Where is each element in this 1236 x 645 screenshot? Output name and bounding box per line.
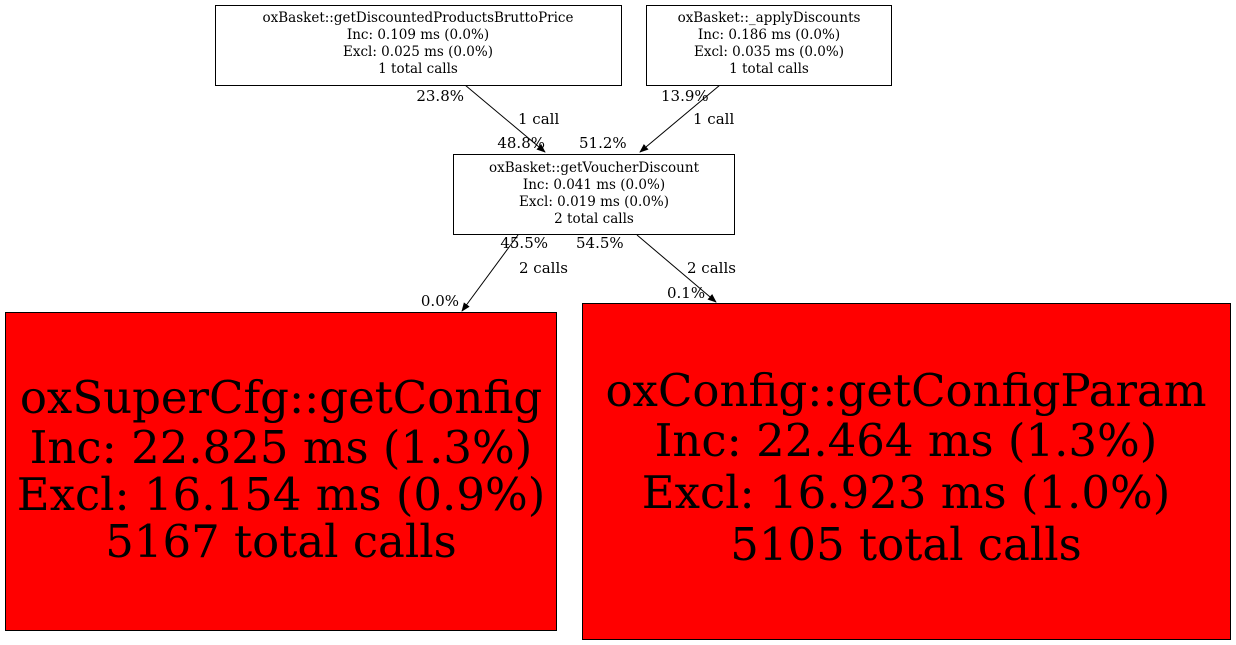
node-title: oxConfig::getConfigParam [605, 364, 1206, 417]
node-inc: Inc: 0.186 ms (0.0%) [698, 27, 840, 43]
edge-call-label: 1 call [693, 110, 734, 128]
node-box [5, 312, 557, 631]
node-title: oxBasket::_applyDiscounts [678, 10, 861, 26]
edge-voucher-getconfigparam: 54.5% 2 calls 0.1% [576, 234, 736, 303]
node-apply-discounts[interactable]: oxBasket::_applyDiscounts Inc: 0.186 ms … [646, 5, 892, 86]
node-calls: 1 total calls [378, 61, 458, 77]
edge-tail-label: 45.5% [500, 234, 548, 252]
node-calls: 5167 total calls [105, 515, 457, 568]
edge-head-label: 0.1% [667, 284, 705, 302]
node-excl: Excl: 16.923 ms (1.0%) [642, 466, 1171, 519]
node-box [215, 5, 622, 86]
node-inc: Inc: 22.464 ms (1.3%) [655, 414, 1158, 467]
node-get-config[interactable]: oxSuperCfg::getConfig Inc: 22.825 ms (1.… [5, 312, 557, 631]
edge-line [464, 84, 546, 153]
node-box [646, 5, 892, 86]
edge-voucher-getconfig: 45.5% 2 calls 0.0% [421, 234, 568, 312]
node-calls: 1 total calls [729, 61, 809, 77]
node-excl: Excl: 0.035 ms (0.0%) [694, 44, 844, 60]
edge-apply-voucher: 13.9% 1 call 51.2% [579, 84, 734, 153]
edge-tail-label: 54.5% [576, 234, 624, 252]
node-box [453, 154, 735, 235]
node-title: oxBasket::getVoucherDiscount [489, 160, 700, 176]
edge-brutto-voucher: 23.8% 1 call 48.8% [416, 84, 559, 153]
edge-head-label: 0.0% [421, 292, 459, 310]
node-inc: Inc: 0.041 ms (0.0%) [523, 177, 665, 193]
edge-tail-label: 13.9% [661, 87, 709, 105]
edge-line [636, 234, 717, 303]
edge-call-label: 1 call [518, 110, 559, 128]
edge-line [461, 234, 519, 312]
edge-head-label: 51.2% [579, 134, 627, 152]
node-excl: Excl: 0.019 ms (0.0%) [519, 194, 669, 210]
node-get-discounted-products-brutto-price[interactable]: oxBasket::getDiscountedProductsBruttoPri… [215, 5, 622, 86]
node-excl: Excl: 16.154 ms (0.9%) [17, 468, 546, 521]
node-get-config-param[interactable]: oxConfig::getConfigParam Inc: 22.464 ms … [582, 303, 1231, 640]
node-inc: Inc: 22.825 ms (1.3%) [30, 421, 533, 474]
node-calls: 2 total calls [554, 211, 634, 227]
node-calls: 5105 total calls [730, 518, 1082, 571]
edge-call-label: 2 calls [519, 259, 568, 277]
node-excl: Excl: 0.025 ms (0.0%) [343, 44, 493, 60]
node-title: oxSuperCfg::getConfig [20, 371, 542, 424]
node-title: oxBasket::getDiscountedProductsBruttoPri… [263, 10, 574, 26]
edge-line [639, 84, 721, 153]
edge-call-label: 2 calls [687, 259, 736, 277]
node-get-voucher-discount[interactable]: oxBasket::getVoucherDiscount Inc: 0.041 … [453, 154, 735, 235]
node-inc: Inc: 0.109 ms (0.0%) [347, 27, 489, 43]
edge-tail-label: 23.8% [416, 87, 464, 105]
node-box [582, 303, 1231, 640]
edge-head-label: 48.8% [497, 134, 545, 152]
